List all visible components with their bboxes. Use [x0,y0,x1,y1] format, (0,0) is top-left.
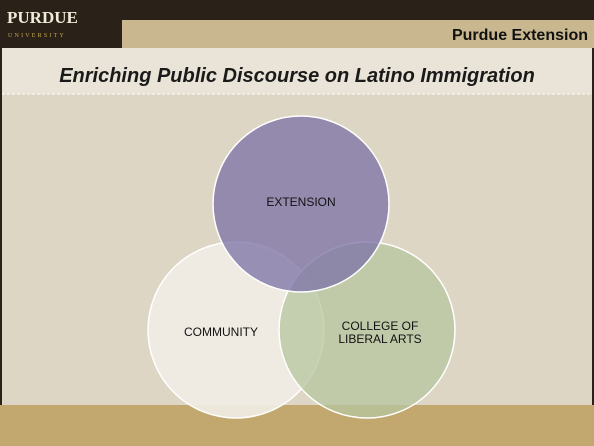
venn [147,115,456,419]
header-title: Purdue Extension [452,27,588,44]
slide-title: Enriching Public Discourse on Latino Imm… [59,65,535,87]
node-label: COLLEGE OF LIBERAL ARTS [338,319,421,346]
logo: PURDUE [7,8,78,27]
circle-extension [212,115,390,293]
footer-bar [0,405,594,446]
node-label: COMMUNITY [184,325,258,339]
label-line: LIBERAL ARTS [338,332,421,346]
label-line: COMMUNITY [184,325,258,339]
logo-sub: UNIVERSITY [8,33,66,39]
label-line: COLLEGE OF [342,319,419,333]
label-line: EXTENSION [266,195,335,209]
title-bg [2,48,592,94]
node-label: EXTENSION [266,195,335,209]
header-bar [122,20,594,48]
